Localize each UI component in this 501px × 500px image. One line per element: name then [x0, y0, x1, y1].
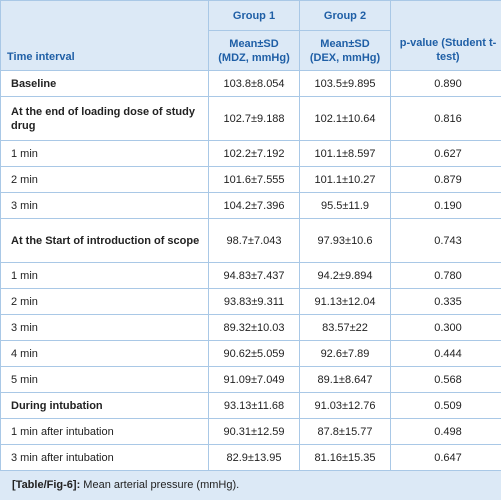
value-cell: 0.568 [391, 367, 501, 393]
value-cell: 101.1±10.27 [300, 167, 391, 193]
table-row: At the end of loading dose of study drug… [1, 97, 501, 141]
data-table: Time interval Group 1 Group 2 p-value (S… [0, 0, 501, 471]
value-cell: 0.890 [391, 71, 501, 97]
row-label: At the Start of introduction of scope [1, 219, 209, 263]
value-cell: 98.7±7.043 [209, 219, 300, 263]
value-cell: 97.93±10.6 [300, 219, 391, 263]
value-cell: 91.03±12.76 [300, 393, 391, 419]
caption-tag: [Table/Fig-6]: [12, 479, 80, 491]
header-cell: p-value (Student t-test) [391, 1, 501, 71]
row-label: 4 min [1, 341, 209, 367]
value-cell: 93.83±9.311 [209, 289, 300, 315]
caption-text: Mean arterial pressure (mmHg). [83, 479, 239, 491]
value-cell: 87.8±15.77 [300, 419, 391, 445]
row-label: 2 min [1, 289, 209, 315]
value-cell: 93.13±11.68 [209, 393, 300, 419]
value-cell: 0.509 [391, 393, 501, 419]
value-cell: 103.8±8.054 [209, 71, 300, 97]
header-cell: Group 2 [300, 1, 391, 31]
value-cell: 94.2±9.894 [300, 263, 391, 289]
row-label: 3 min [1, 193, 209, 219]
value-cell: 91.13±12.04 [300, 289, 391, 315]
caption: [Table/Fig-6]: Mean arterial pressure (m… [0, 470, 501, 500]
value-cell: 0.780 [391, 263, 501, 289]
value-cell: 94.83±7.437 [209, 263, 300, 289]
value-cell: 102.2±7.192 [209, 141, 300, 167]
row-label: 3 min after intubation [1, 445, 209, 471]
value-cell: 0.879 [391, 167, 501, 193]
value-cell: 103.5±9.895 [300, 71, 391, 97]
header-cell: Group 1 [209, 1, 300, 31]
value-cell: 0.627 [391, 141, 501, 167]
header-cell: Mean±SD (MDZ, mmHg) [209, 31, 300, 71]
row-label: 1 min after intubation [1, 419, 209, 445]
value-cell: 89.32±10.03 [209, 315, 300, 341]
value-cell: 102.1±10.64 [300, 97, 391, 141]
row-label: At the end of loading dose of study drug [1, 97, 209, 141]
row-label: 1 min [1, 263, 209, 289]
value-cell: 0.190 [391, 193, 501, 219]
value-cell: 101.1±8.597 [300, 141, 391, 167]
value-cell: 0.647 [391, 445, 501, 471]
value-cell: 89.1±8.647 [300, 367, 391, 393]
value-cell: 92.6±7.89 [300, 341, 391, 367]
header-cell: Mean±SD (DEX, mmHg) [300, 31, 391, 71]
row-label: Baseline [1, 71, 209, 97]
value-cell: 95.5±11.9 [300, 193, 391, 219]
value-cell: 0.816 [391, 97, 501, 141]
value-cell: 0.498 [391, 419, 501, 445]
row-label: 3 min [1, 315, 209, 341]
value-cell: 82.9±13.95 [209, 445, 300, 471]
value-cell: 101.6±7.555 [209, 167, 300, 193]
header-cell: Time interval [1, 1, 209, 71]
value-cell: 90.31±12.59 [209, 419, 300, 445]
value-cell: 104.2±7.396 [209, 193, 300, 219]
row-label: 5 min [1, 367, 209, 393]
value-cell: 0.743 [391, 219, 501, 263]
value-cell: 0.300 [391, 315, 501, 341]
value-cell: 102.7±9.188 [209, 97, 300, 141]
value-cell: 90.62±5.059 [209, 341, 300, 367]
value-cell: 0.444 [391, 341, 501, 367]
row-label: 1 min [1, 141, 209, 167]
value-cell: 83.57±22 [300, 315, 391, 341]
value-cell: 0.335 [391, 289, 501, 315]
value-cell: 81.16±15.35 [300, 445, 391, 471]
value-cell: 91.09±7.049 [209, 367, 300, 393]
row-label: 2 min [1, 167, 209, 193]
row-label: During intubation [1, 393, 209, 419]
